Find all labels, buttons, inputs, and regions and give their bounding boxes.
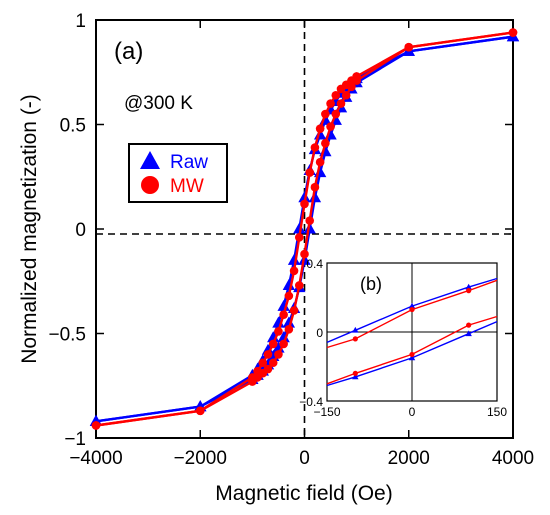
series-mw-lower-branch-point-7 [326, 122, 335, 131]
x-tick-label-4: 4000 [492, 448, 534, 469]
series-mw-lower-branch-point-0 [508, 28, 518, 37]
series-mw-upper-branch-point-14 [310, 143, 320, 152]
series-raw-upper-branch-point-10 [287, 253, 301, 265]
inset-series-mw-upper-branch-point-1 [352, 336, 358, 342]
main-plot-area: −4000 −2000 0 2000 4000 −1 −0.5 0 0.5 1 [48, 11, 534, 469]
ticks-layer: −4000 −2000 0 2000 4000 −1 −0.5 0 0.5 1 [48, 11, 534, 469]
inset-y-tick-label-0: −0.4 [299, 395, 323, 409]
inset-series-mw-lower-branch-point-1 [352, 370, 358, 376]
series-mw-lower-branch-point-1 [404, 42, 414, 52]
y-tick-label-2: 0 [75, 220, 86, 241]
series-mw-lower-branch-point-8 [321, 139, 330, 148]
inset-y-tick-label-1: 0 [316, 326, 323, 340]
series-mw-lower-branch-point-22 [248, 377, 257, 386]
series-raw-upper-branch-point-11 [293, 222, 306, 234]
series-mw-lower-branch-point-17 [274, 350, 283, 359]
inset-series-mw-upper-branch-point-3 [466, 288, 472, 294]
x-tick-label-1: −2000 [174, 448, 227, 469]
x-tick-label-3: 2000 [388, 448, 430, 469]
series-mw-upper-branch-point-4 [258, 358, 268, 368]
inset-series-raw-upper-branch-point-2 [408, 302, 416, 309]
series-mw-upper-branch-point-13 [305, 168, 315, 177]
y-axis-title: Normalized magnetization (-) [18, 94, 41, 364]
inset-x-tick-label-0: −150 [313, 405, 340, 419]
series-mw-upper-branch-point-16 [321, 109, 330, 119]
series-mw-lower-branch-point-13 [294, 281, 304, 290]
inset-series-raw-lower-branch-point-3 [465, 330, 472, 337]
y-tick-label-4: 1 [75, 11, 86, 32]
panel-label-b: (b) [360, 274, 382, 294]
series-mw-lower-branch-point-11 [305, 216, 315, 225]
series-mw-upper-branch-point-9 [284, 291, 294, 301]
series-mw-lower-branch-point-14 [289, 306, 299, 315]
panel-label-a: (a) [114, 38, 143, 65]
inset-ticks-layer: −150 0 150 −0.4 0 0.4 [299, 257, 507, 419]
series-mw-lower-branch-point-4 [341, 90, 351, 100]
series-layer [89, 28, 520, 430]
x-tick-label-2: 0 [299, 448, 310, 469]
x-tick-label-0: −4000 [69, 448, 122, 469]
series-mw-upper-branch-point-17 [326, 99, 335, 108]
series-raw-lower-branch-point-16 [277, 331, 290, 343]
legend-mw-marker [141, 176, 159, 194]
inset-series-raw-upper-branch-point-1 [352, 326, 359, 333]
series-mw-lower-branch-point-15 [284, 325, 294, 334]
inset-x-tick-label-2: 150 [487, 405, 507, 419]
inset-series-raw-upper-branch-point-3 [465, 283, 472, 290]
series-mw-lower-branch-point-9 [315, 157, 325, 167]
series-raw-lower-branch-point-15 [282, 316, 296, 328]
y-tick-label-1: −0.5 [48, 325, 86, 346]
series-mw-upper-branch-point-18 [331, 90, 341, 100]
inset-series-mw-upper-branch-point-2 [409, 306, 415, 313]
series-mw-upper-branch-point-6 [268, 339, 278, 349]
series-mw-upper-branch-point-11 [294, 233, 304, 242]
series-mw-lower-branch-point-3 [347, 82, 356, 92]
temperature-annotation: @300 K [124, 93, 193, 114]
series-mw-lower-branch-point-5 [336, 99, 346, 108]
series-mw-lower-branch-point-23 [195, 406, 205, 416]
series-raw-upper-branch-point-8 [277, 299, 290, 311]
legend: Raw MW [128, 143, 228, 203]
x-axis-title: Magnetic field (Oe) [215, 482, 392, 505]
y-tick-label-0: −1 [64, 429, 86, 450]
series-mw-lower-branch-point-10 [310, 182, 320, 192]
inset-plot: −150 0 150 −0.4 0 0.4 (b) [299, 257, 507, 419]
series-raw-upper-branch-point-9 [282, 278, 296, 290]
series-mw-upper-branch-point-8 [279, 310, 288, 319]
inset-x-tick-label-1: 0 [409, 405, 416, 419]
legend-raw-marker [140, 151, 160, 169]
series-mw-lower-branch-point-24 [91, 421, 101, 430]
inset-series-layer [326, 277, 498, 387]
series-mw-upper-branch-point-15 [315, 124, 325, 133]
inset-y-tick-label-2: 0.4 [306, 257, 323, 271]
inset-series-mw-lower-branch-point-2 [409, 351, 415, 358]
legend-mw-label: MW [170, 176, 204, 197]
inset-series-raw-lower-branch-point-2 [408, 354, 416, 361]
inset-series-raw-lower-branch-point-1 [352, 373, 359, 380]
series-mw-lower-branch-point-12 [300, 249, 309, 259]
series-mw-upper-branch-point-5 [263, 350, 273, 359]
series-mw-upper-branch-point-10 [289, 266, 299, 276]
series-mw-lower-branch-point-16 [279, 339, 288, 349]
y-tick-label-3: 0.5 [60, 116, 86, 137]
legend-raw-label: Raw [170, 152, 208, 173]
series-mw-upper-branch-point-12 [300, 199, 309, 209]
series-mw-lower-branch-point-18 [268, 358, 278, 368]
series-mw-lower-branch-point-2 [352, 76, 361, 85]
inset-series-mw-lower-branch-point-3 [466, 322, 472, 328]
series-mw-lower-branch-point-6 [331, 109, 341, 119]
series-mw-upper-branch-point-7 [274, 327, 283, 336]
